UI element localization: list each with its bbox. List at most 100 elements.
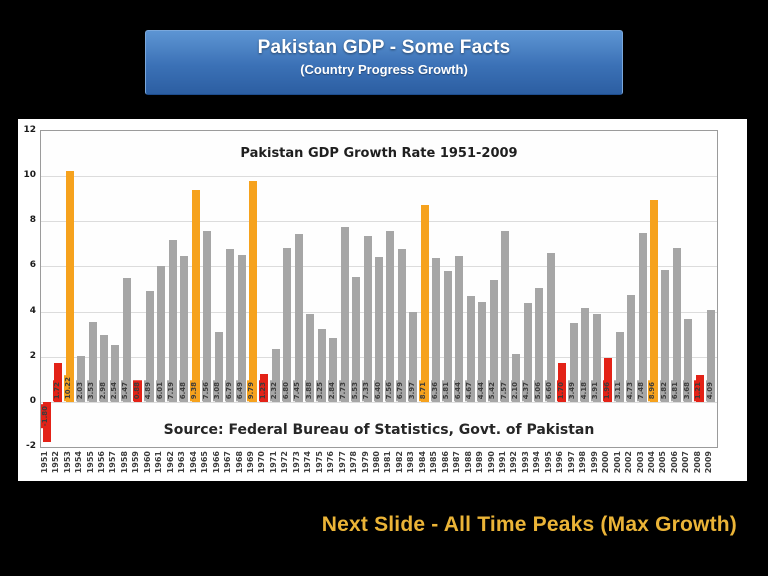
bar-value-label: 5.42 xyxy=(488,379,498,401)
x-axis-tick-label: 1951 xyxy=(39,451,49,474)
bar-value-label: 5.06 xyxy=(533,379,543,401)
bar-value-label: 9.79 xyxy=(247,379,257,401)
bar xyxy=(145,291,154,402)
x-axis-tick-label: 1998 xyxy=(578,451,588,474)
bar-value-label: 5.81 xyxy=(442,379,452,401)
bar-value-label: 5.47 xyxy=(121,379,131,401)
x-axis-tick-label: 1976 xyxy=(326,451,336,474)
bar xyxy=(352,277,361,402)
bar-value-label: 6.79 xyxy=(224,379,234,401)
source-text: Source: Federal Bureau of Statistics, Go… xyxy=(163,422,595,438)
y-axis-tick-label: 4 xyxy=(29,305,36,316)
x-axis-tick-label: 1954 xyxy=(74,451,84,474)
bar xyxy=(535,287,544,402)
bar-value-label: 7.73 xyxy=(339,379,349,401)
bar-value-label: 4.18 xyxy=(579,379,589,401)
x-axis-tick-label: 1997 xyxy=(566,451,576,474)
x-axis-tick-label: 1961 xyxy=(154,451,164,474)
bar xyxy=(180,255,189,402)
y-axis-tick-label: -2 xyxy=(26,441,36,451)
bar xyxy=(420,205,429,402)
bar xyxy=(466,296,475,402)
chart-title: Pakistan GDP Growth Rate 1951-2009 xyxy=(240,146,518,161)
x-axis-tick-label: 2001 xyxy=(612,451,622,474)
x-axis-tick-label: 1960 xyxy=(142,451,152,474)
x-axis-tick-label: 1979 xyxy=(360,451,370,474)
x-axis-tick-label: 1958 xyxy=(119,451,129,474)
bar-value-label: 6.40 xyxy=(373,379,383,401)
bar-value-label: 3.68 xyxy=(682,379,692,401)
bar xyxy=(100,334,109,402)
bar xyxy=(627,295,636,402)
x-axis-tick-label: 1965 xyxy=(200,451,210,474)
bar-value-label: 6.60 xyxy=(545,379,555,401)
x-axis-tick-label: 1982 xyxy=(394,451,404,474)
bar xyxy=(77,356,86,402)
bar-value-label: 3.88 xyxy=(304,379,314,401)
bar xyxy=(638,233,647,402)
y-axis-tick-label: 10 xyxy=(23,170,36,181)
bar xyxy=(237,255,246,402)
x-axis-tick-label: 1974 xyxy=(303,451,313,474)
bar xyxy=(214,332,223,402)
x-axis-tick-label: 1996 xyxy=(555,451,565,474)
bar-value-label: 3.97 xyxy=(407,379,417,401)
x-axis-tick-label: 1957 xyxy=(108,451,118,474)
bar xyxy=(340,227,349,402)
x-axis-tick-label: 1972 xyxy=(280,451,290,474)
x-axis-tick-label: 1964 xyxy=(188,451,198,474)
x-axis-tick-label: 1968 xyxy=(234,451,244,474)
bar-value-label: 10.22 xyxy=(64,374,74,401)
bar-value-label: 3.25 xyxy=(316,379,326,401)
bar-value-label: 3.11 xyxy=(614,379,624,401)
bar xyxy=(523,303,532,402)
x-axis-tick-label: 1999 xyxy=(589,451,599,474)
x-axis-tick-label: 1984 xyxy=(417,451,427,474)
bar-value-label: 2.84 xyxy=(327,379,337,401)
bar xyxy=(294,233,303,402)
x-axis-tick-label: 2005 xyxy=(658,451,668,474)
bar xyxy=(122,278,131,402)
slide-subtitle: (Country Progress Growth) xyxy=(300,62,468,77)
x-axis-tick-label: 1959 xyxy=(131,451,141,474)
bar-value-label: 6.44 xyxy=(453,379,463,401)
x-axis-tick-label: 1952 xyxy=(51,451,61,474)
x-axis-tick-label: 2007 xyxy=(681,451,691,474)
bar-value-label: 4.09 xyxy=(705,379,715,401)
x-axis-tick-label: 1978 xyxy=(349,451,359,474)
bar-value-label: 5.82 xyxy=(659,379,669,401)
x-axis-tick-label: 1977 xyxy=(337,451,347,474)
bar xyxy=(306,314,315,402)
x-axis-tick-label: 1992 xyxy=(509,451,519,474)
bar-value-label: 7.56 xyxy=(384,379,394,401)
x-axis-tick-label: 1973 xyxy=(291,451,301,474)
gridline xyxy=(41,221,717,223)
bar-value-label: 0.88 xyxy=(132,379,142,401)
bar xyxy=(375,257,383,402)
bar-value-label: 7.57 xyxy=(499,379,509,401)
bar-value-label: 7.48 xyxy=(637,379,647,401)
bar xyxy=(684,318,693,402)
title-banner: Pakistan GDP - Some Facts (Country Progr… xyxy=(145,30,623,95)
bar xyxy=(88,322,97,402)
bar xyxy=(203,231,212,402)
bar-value-label: 2.03 xyxy=(75,379,85,401)
x-axis-tick-label: 2008 xyxy=(692,451,702,474)
bar-value-label: 5.53 xyxy=(350,379,360,401)
x-axis-tick-label: 1956 xyxy=(97,451,107,474)
bar-value-label: 1.70 xyxy=(556,379,566,401)
y-axis-tick-label: 12 xyxy=(23,125,36,135)
x-axis-tick-label: 1985 xyxy=(429,451,439,474)
bar xyxy=(226,248,235,402)
bar xyxy=(478,301,487,402)
bar-value-label: 6.36 xyxy=(430,379,440,401)
bar-value-label: 4.67 xyxy=(465,379,475,401)
bar xyxy=(432,258,441,402)
x-axis-tick-label: 1993 xyxy=(520,451,530,474)
bar xyxy=(546,252,555,402)
gridline xyxy=(41,401,717,403)
x-axis-tick-label: 1989 xyxy=(475,451,485,474)
bar-value-label: 7.33 xyxy=(362,379,372,401)
bar xyxy=(329,337,338,402)
